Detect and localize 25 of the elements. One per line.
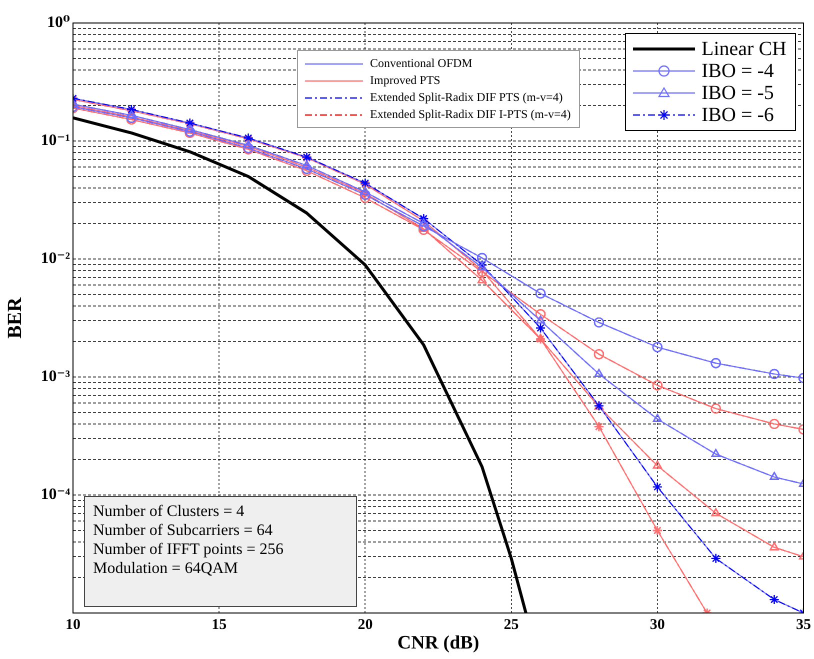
legend-label: Extended Split-Radix DIF I-PTS (m-v=4) <box>370 107 571 122</box>
x-tick-label: 20 <box>358 616 373 633</box>
legend-label: Improved PTS <box>370 73 440 88</box>
legend-label: Extended Split-Radix DIF PTS (m-v=4) <box>370 90 563 105</box>
annotation: Number of IFFT points = 256 <box>93 540 285 559</box>
legend-label: Linear CH <box>702 38 786 60</box>
y-tick-label: 10⁻² <box>40 250 70 268</box>
y-tick-label: 10⁻¹ <box>40 132 70 150</box>
annotation: Number of Subcarriers = 64 <box>93 521 274 540</box>
legend-label: IBO = -6 <box>702 104 774 126</box>
annotation: Number of Clusters = 4 <box>93 502 246 521</box>
x-tick-label: 25 <box>504 616 519 633</box>
legend-label: IBO = -4 <box>702 60 774 82</box>
y-tick-label: 10⁻³ <box>40 368 70 386</box>
x-tick-label: 15 <box>212 616 227 633</box>
annotation: Modulation = 64QAM <box>93 559 240 578</box>
legend-label: Conventional OFDM <box>370 56 472 71</box>
x-tick-label: 30 <box>650 616 665 633</box>
x-tick-label: 10 <box>66 616 80 633</box>
x-tick-label: 35 <box>796 616 811 633</box>
y-tick-label: 10⁰ <box>46 14 70 32</box>
y-axis-title: BER <box>4 296 26 339</box>
x-axis-title: CNR (dB) <box>397 632 480 654</box>
y-tick-label: 10⁻⁴ <box>40 486 70 504</box>
legend-label: IBO = -5 <box>702 82 774 104</box>
